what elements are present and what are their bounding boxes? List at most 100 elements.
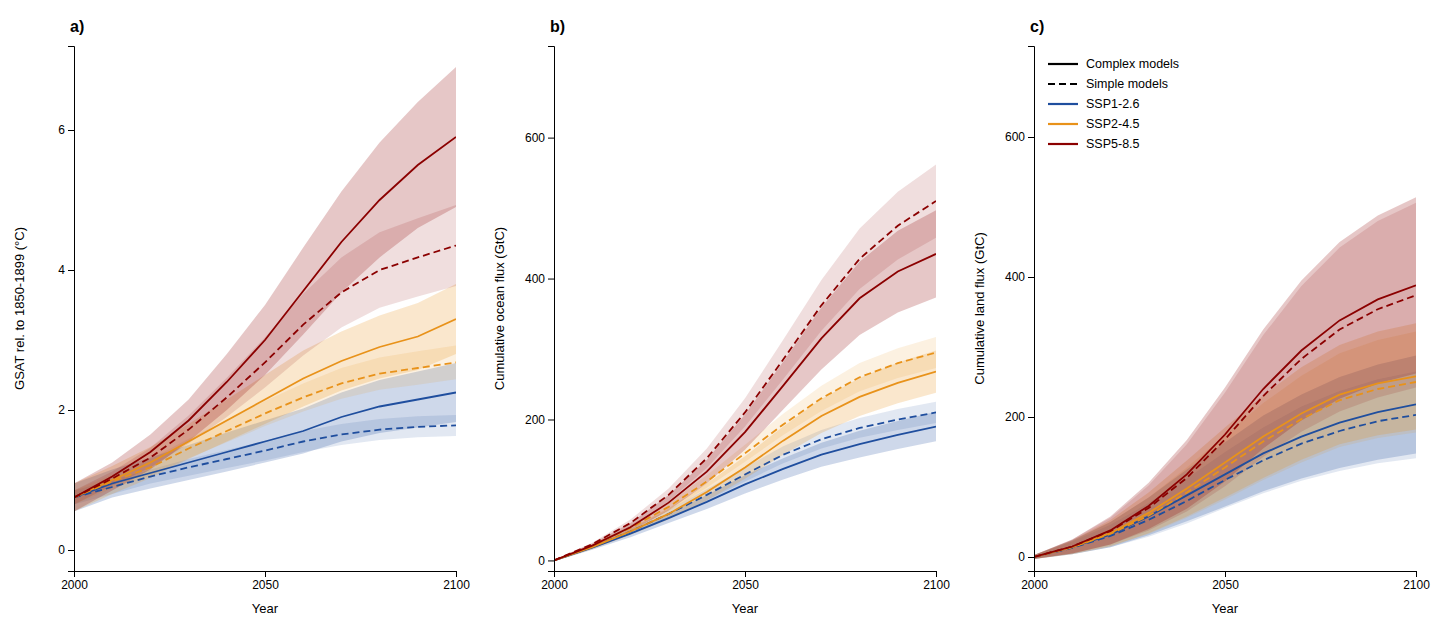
figure: 2000205021000246a)YearGSAT rel. to 1850-…	[0, 0, 1440, 629]
tick: 2100	[923, 571, 950, 592]
tick-mark	[1028, 417, 1034, 418]
tick-label: 400	[1005, 270, 1025, 284]
y-axis-title: Cumulative ocean flux (GtC)	[492, 227, 507, 390]
legend-label: Complex models	[1086, 57, 1179, 71]
tick: 6	[58, 123, 74, 137]
x-axis-title: Year	[732, 601, 759, 616]
tick-mark	[745, 571, 746, 577]
panel: 2000 2050 2100 0 2 4 6 a) Year GSAT rel. to 1850-…	[12, 18, 470, 616]
series-line	[554, 372, 936, 561]
tick-label: 2000	[61, 578, 88, 592]
y-axis-title: Cumulative land flux (GtC)	[972, 232, 987, 384]
series-line	[554, 353, 936, 561]
x-axis: 2000 2050 2100	[61, 571, 470, 592]
tick: 2050	[732, 571, 759, 592]
tick-label: 200	[525, 413, 545, 427]
tick: 200	[525, 413, 554, 427]
tick-mark	[1028, 277, 1034, 278]
series-line	[74, 425, 456, 497]
tick: 0	[58, 543, 74, 557]
tick-mark	[456, 571, 457, 577]
series-line	[554, 201, 936, 560]
tick-label: 200	[1005, 410, 1025, 424]
tick-label: 2000	[541, 578, 568, 592]
tick-label: 400	[525, 272, 545, 286]
tick-label: 2100	[1403, 578, 1430, 592]
legend-entry: SSP5-8.5	[1048, 137, 1140, 151]
panel-title: b)	[550, 18, 565, 35]
tick: 0	[538, 554, 554, 568]
tick: 2050	[1212, 571, 1239, 592]
axis-line	[1035, 572, 1417, 578]
tick: 4	[58, 263, 74, 277]
tick-label: 2050	[1212, 578, 1239, 592]
x-axis-title: Year	[1212, 601, 1239, 616]
series-line	[1034, 382, 1416, 557]
spread-band	[554, 164, 936, 561]
tick-mark	[1028, 137, 1034, 138]
tick: 600	[1005, 130, 1034, 144]
series-line	[74, 362, 456, 497]
axis-line	[548, 47, 555, 572]
tick: 2050	[252, 571, 279, 592]
tick-label: 0	[1018, 550, 1025, 564]
tick: 2000	[61, 571, 88, 592]
tick-mark	[1225, 571, 1226, 577]
legend-entry: Simple models	[1048, 77, 1168, 91]
series-line	[554, 412, 936, 560]
tick: 2100	[1403, 571, 1430, 592]
tick: 400	[525, 272, 554, 286]
legend-entry: SSP1-2.6	[1048, 97, 1140, 111]
series-line	[1034, 376, 1416, 557]
y-axis: 0 2 4 6	[58, 47, 74, 572]
tick-label: 2000	[1021, 578, 1048, 592]
tick: 2	[58, 403, 74, 417]
x-axis: 2000 2050 2100	[541, 571, 950, 592]
spread-band	[1034, 203, 1416, 559]
y-axis: 0 200 400 600	[1005, 47, 1035, 572]
tick: 0	[1018, 550, 1034, 564]
tick: 200	[1005, 410, 1034, 424]
panel: 2000 2050 2100 0 200 400 600 c) Year Cumulative l…	[972, 18, 1430, 616]
panel-title: a)	[70, 18, 84, 35]
series-line	[74, 393, 456, 498]
y-axis-title: GSAT rel. to 1850-1899 (°C)	[12, 227, 27, 390]
tick-mark	[548, 560, 554, 561]
tick-mark	[548, 138, 554, 139]
legend: Complex models Simple models SSP1-2.6 SSP2-…	[1048, 57, 1179, 151]
x-axis: 2000 2050 2100	[1021, 571, 1430, 592]
tick-label: 600	[1005, 130, 1025, 144]
plot-area	[554, 164, 936, 561]
axis-line	[1028, 47, 1035, 572]
plot-area	[74, 67, 456, 512]
tick-mark	[68, 270, 74, 271]
tick-mark	[548, 279, 554, 280]
axis-line	[68, 47, 75, 572]
legend-swatch	[1048, 123, 1078, 125]
legend-entry: SSP2-4.5	[1048, 117, 1140, 131]
legend-label: Simple models	[1086, 77, 1168, 91]
tick-mark	[68, 130, 74, 131]
tick-mark	[548, 419, 554, 420]
tick-mark	[936, 571, 937, 577]
tick-label: 0	[58, 543, 65, 557]
spread-band	[1034, 197, 1416, 559]
legend-swatch	[1048, 83, 1078, 85]
legend-swatch	[1048, 103, 1078, 105]
legend-label: SSP1-2.6	[1086, 97, 1140, 111]
y-axis: 0200400600	[525, 47, 555, 572]
tick-mark	[68, 550, 74, 551]
x-axis-title: Year	[252, 601, 279, 616]
tick-label: 2100	[443, 578, 470, 592]
tick-label: 2050	[732, 578, 759, 592]
tick: 2000	[1021, 571, 1048, 592]
series-line	[1034, 295, 1416, 557]
tick-label: 4	[58, 263, 65, 277]
legend-swatch	[1048, 143, 1078, 145]
axis-line	[555, 572, 937, 578]
spread-band	[74, 205, 456, 505]
tick-label: 2	[58, 403, 65, 417]
panel-title: c)	[1030, 18, 1044, 35]
tick-mark	[265, 571, 266, 577]
tick-label: 2050	[252, 578, 279, 592]
